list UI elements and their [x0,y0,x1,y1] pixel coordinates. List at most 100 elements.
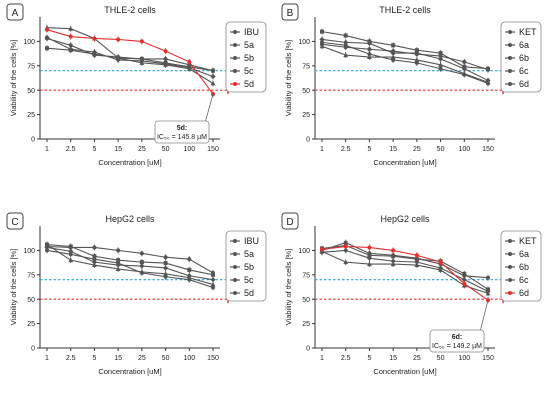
data-point [320,29,324,34]
panel-letter: C [11,217,18,228]
data-point [462,72,467,77]
x-tick-label: 15 [389,355,397,362]
legend-label: 5c [244,275,254,285]
data-point [414,253,419,258]
data-point [461,66,467,72]
legend-swatch-marker [508,291,512,295]
y-tick-label: 75 [27,63,35,70]
legend-swatch-marker [233,239,237,243]
panel-letter: A [12,8,19,19]
chart-panel-c: C HepG2 cells 0 25 50 75 100 1 2.5 5 15 25 50 100 150 C… [6,212,267,376]
legend-label: IBU [244,27,259,37]
x-axis-label: Concentration [uM] [373,158,436,167]
x-tick-label: 1 [45,355,49,362]
data-point [162,265,169,271]
data-point [163,274,168,279]
data-point [367,52,372,57]
data-point [320,40,324,45]
chart-title: HepG2 cells [105,214,155,224]
legend-label: 5a [244,249,254,259]
data-point [92,257,97,262]
data-point [139,39,144,44]
legend-label: 6c [519,275,529,285]
data-point [68,257,74,263]
series-line [321,249,489,292]
data-point [92,262,97,268]
x-axis-label: Concentration [uM] [373,367,436,376]
data-point [391,254,396,259]
y-tick-label: 0 [306,137,310,144]
data-point [115,55,121,60]
data-point [116,37,121,42]
series-line [321,38,489,81]
data-point [116,248,121,253]
chart-title: THLE-2 cells [104,5,156,15]
annotation-label: 5d: [177,125,188,132]
legend-swatch-marker [508,69,512,73]
legend: KET 6a 6b 6c 6d [500,21,542,93]
data-point [211,285,215,290]
data-point [92,245,97,250]
data-point [343,43,348,48]
y-tick-label: 75 [27,272,35,279]
data-point [438,66,443,71]
data-point [68,244,73,249]
annotation-leader [204,93,214,124]
panel-letter: D [286,217,293,228]
data-point [367,261,372,267]
data-point [367,47,372,52]
legend-swatch-marker [233,291,237,295]
data-point [92,36,97,41]
panel-letter-box [281,212,299,230]
y-tick-label: 100 [23,248,35,255]
data-point [187,257,192,262]
data-point [414,60,419,65]
data-point [343,33,348,38]
data-point [343,244,348,249]
x-tick-label: 50 [162,146,170,153]
data-point [486,275,490,280]
y-axis-label: Viability of the cells [%] [284,40,293,117]
y-tick-label: 100 [298,248,310,255]
data-point [390,54,396,60]
series-line [46,245,214,274]
y-tick-label: 0 [31,137,35,144]
x-tick-label: 15 [114,146,122,153]
legend-box [225,230,267,302]
legend-label: 6b [519,53,529,63]
data-point [438,62,443,67]
series-line [46,244,214,286]
y-tick-label: 0 [306,346,310,353]
legend: IBU 5a 5b 5c 5d [225,230,267,302]
data-point [391,43,396,48]
y-tick-label: 25 [302,112,310,119]
y-tick-label: 75 [302,63,310,70]
x-tick-label: 100 [183,355,195,362]
x-tick-label: 100 [183,146,195,153]
data-point [211,272,215,277]
x-tick-label: 50 [437,146,445,153]
data-point [187,267,192,272]
data-point [319,43,325,49]
data-point [486,81,490,86]
legend-swatch-marker [233,252,237,256]
data-point [343,52,349,58]
data-point [391,248,396,253]
y-tick-label: 25 [27,112,35,119]
x-tick-label: 25 [138,355,146,362]
data-point [320,247,324,252]
x-tick-label: 100 [458,355,470,362]
y-tick-label: 100 [298,39,310,46]
y-tick-label: 25 [27,321,35,328]
x-tick-label: 5 [367,146,371,153]
data-point [115,266,121,271]
chart-panel-a: A THLE-2 cells 0 25 50 75 100 1 2.5 5 15 25 50 100 150… [6,3,267,167]
data-point [438,260,443,265]
y-tick-label: 50 [27,88,35,95]
panel-letter-box [6,212,24,230]
legend-label: 6d [519,79,529,89]
x-tick-label: 150 [207,355,219,362]
data-point [45,46,49,51]
data-point [367,245,372,250]
data-point [44,34,50,41]
